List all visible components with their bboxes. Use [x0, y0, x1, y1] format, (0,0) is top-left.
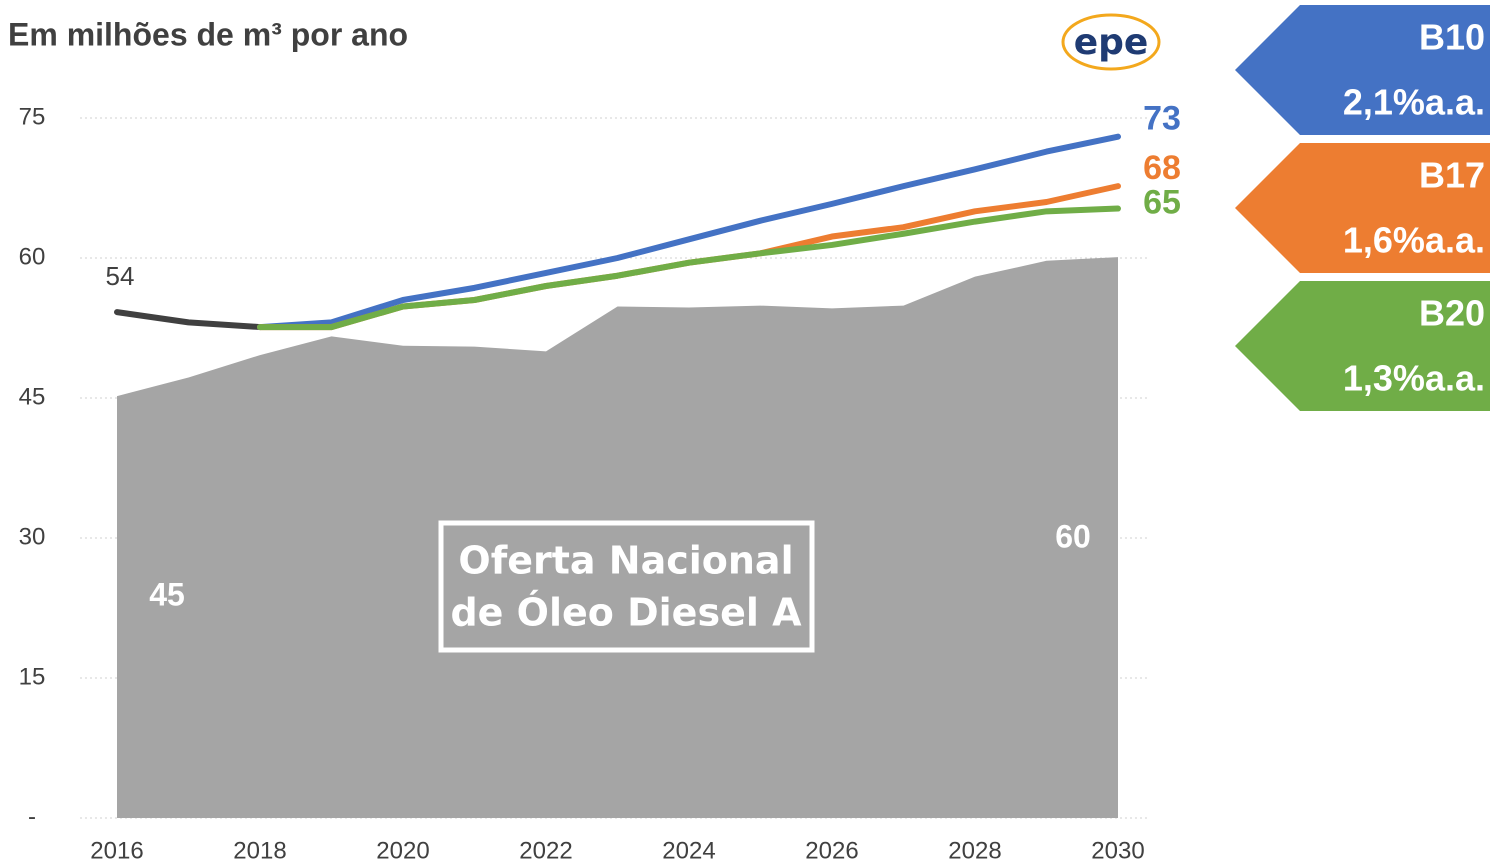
x-tick-label: 2026 [805, 837, 858, 864]
y-tick-label: 15 [19, 663, 46, 690]
legend-label: B20 [1419, 293, 1485, 334]
x-tick-label: 2030 [1091, 837, 1144, 864]
x-tick-label: 2018 [233, 837, 286, 864]
data-label: 60 [1055, 518, 1091, 554]
y-tick-label: 75 [19, 103, 46, 130]
x-tick-label: 2020 [376, 837, 429, 864]
y-tick-label: 60 [19, 243, 46, 270]
x-tick-label: 2024 [662, 837, 715, 864]
area [117, 257, 1118, 819]
legend-growth: 1,3%a.a. [1343, 358, 1485, 399]
logo-ring [1061, 13, 1161, 71]
x-tick-label: 2028 [948, 837, 1001, 864]
legend-panel [1235, 143, 1490, 273]
line [257, 133, 1121, 331]
legend-growth: 2,1%a.a. [1343, 82, 1485, 123]
legend-panel [1235, 5, 1490, 135]
data-label: 73 [1143, 100, 1181, 138]
line [257, 205, 1121, 331]
chart-title: Em milhões de m³ por ano [8, 16, 408, 52]
legend-growth: 1,6%a.a. [1343, 220, 1485, 261]
line [114, 309, 263, 331]
x-tick-label: 2016 [90, 837, 143, 864]
x-tick-label: 2022 [519, 837, 572, 864]
annotation: de Óleo Diesel A [450, 591, 802, 635]
data-label: 54 [106, 261, 135, 291]
data-label: 68 [1143, 149, 1181, 187]
legend-panel [1235, 281, 1490, 411]
y-tick-label: 30 [19, 523, 46, 550]
y-tick-label: - [28, 803, 36, 830]
logo: epe [1074, 22, 1149, 63]
legend-label: B17 [1419, 155, 1485, 196]
annotation: Oferta Nacional [458, 539, 793, 583]
legend-label: B10 [1419, 17, 1485, 58]
data-label: 65 [1143, 184, 1181, 222]
annotation-box [438, 520, 815, 653]
y-tick-label: 45 [19, 383, 46, 410]
data-label: 45 [149, 576, 185, 612]
